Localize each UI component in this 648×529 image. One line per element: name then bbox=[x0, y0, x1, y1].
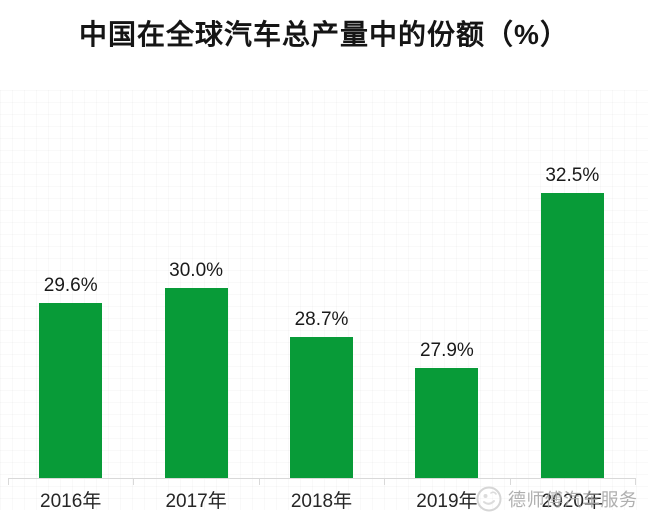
mascot-circle-logo-icon bbox=[476, 486, 502, 512]
x-axis-tick bbox=[510, 478, 511, 485]
bar bbox=[415, 368, 479, 478]
x-axis-line bbox=[8, 478, 635, 479]
x-axis-tick bbox=[8, 478, 9, 485]
bar bbox=[164, 288, 228, 478]
watermark-text: 德师傅汽车服务 bbox=[508, 490, 638, 510]
bar bbox=[540, 193, 604, 478]
chart-title: 中国在全球汽车总产量中的份额（%） bbox=[79, 19, 569, 50]
x-axis-tick bbox=[635, 478, 636, 485]
bar bbox=[39, 303, 103, 478]
x-axis-label: 2020年 bbox=[541, 491, 603, 512]
x-axis-tick bbox=[384, 478, 385, 485]
x-axis-tick bbox=[133, 478, 134, 485]
x-axis-label: 2017年 bbox=[165, 491, 227, 512]
bar-value-label: 32.5% bbox=[545, 165, 600, 186]
bar-value-label: 30.0% bbox=[169, 260, 224, 281]
bar-value-label: 28.7% bbox=[294, 309, 349, 330]
bar-value-label: 29.6% bbox=[43, 275, 98, 296]
x-axis-tick bbox=[259, 478, 260, 485]
watermark: 德师傅汽车服务 bbox=[476, 483, 648, 515]
bar bbox=[290, 337, 353, 478]
x-axis-label: 2018年 bbox=[290, 491, 353, 512]
bar-value-label: 27.9% bbox=[419, 340, 474, 361]
x-axis-label: 2016年 bbox=[40, 491, 102, 512]
x-axis-label: 2019年 bbox=[416, 491, 478, 512]
